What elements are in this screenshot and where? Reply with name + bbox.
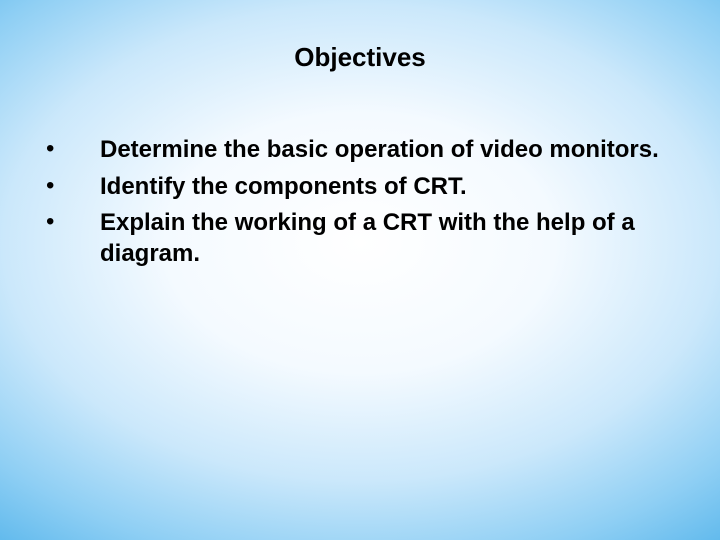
bullet-marker: •	[40, 208, 100, 236]
bullet-text: Identify the components of CRT.	[100, 172, 680, 203]
slide-title: Objectives	[0, 42, 720, 73]
bullet-text: Explain the working of a CRT with the he…	[100, 208, 680, 269]
bullet-marker: •	[40, 135, 100, 163]
bullet-text: Determine the basic operation of video m…	[100, 135, 680, 166]
list-item: • Explain the working of a CRT with the …	[40, 208, 680, 269]
slide: Objectives • Determine the basic operati…	[0, 0, 720, 540]
list-item: • Determine the basic operation of video…	[40, 135, 680, 166]
list-item: • Identify the components of CRT.	[40, 172, 680, 203]
bullet-list: • Determine the basic operation of video…	[40, 135, 680, 276]
bullet-marker: •	[40, 172, 100, 200]
